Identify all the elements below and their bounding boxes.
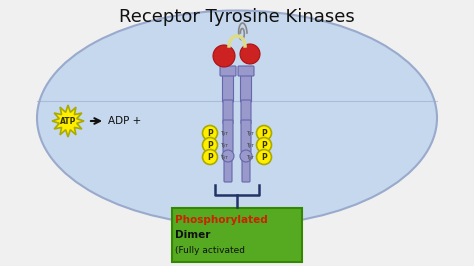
Text: P: P <box>261 152 267 161</box>
Circle shape <box>240 44 260 64</box>
Text: P: P <box>261 128 267 138</box>
Circle shape <box>202 149 218 164</box>
Text: Receptor Tyrosine Kinases: Receptor Tyrosine Kinases <box>119 8 355 26</box>
Text: Tyr: Tyr <box>220 131 228 135</box>
Circle shape <box>240 150 252 162</box>
FancyBboxPatch shape <box>172 208 302 262</box>
Text: Tyr: Tyr <box>246 143 254 148</box>
FancyBboxPatch shape <box>242 158 250 182</box>
Text: P: P <box>207 140 213 149</box>
FancyBboxPatch shape <box>238 66 254 76</box>
Text: Tyr: Tyr <box>220 155 228 160</box>
FancyBboxPatch shape <box>241 100 251 124</box>
Text: Phosphorylated: Phosphorylated <box>175 215 268 225</box>
Text: (Fully activated: (Fully activated <box>175 246 245 255</box>
FancyBboxPatch shape <box>222 72 234 102</box>
Circle shape <box>256 138 272 152</box>
Text: P: P <box>261 140 267 149</box>
Text: ADP +: ADP + <box>108 116 141 126</box>
FancyBboxPatch shape <box>223 120 233 152</box>
Circle shape <box>213 45 235 67</box>
Text: Dimer: Dimer <box>175 230 210 240</box>
Ellipse shape <box>37 10 437 226</box>
Text: Tyr: Tyr <box>246 155 254 160</box>
FancyBboxPatch shape <box>220 66 236 76</box>
FancyBboxPatch shape <box>224 158 232 182</box>
Circle shape <box>256 126 272 140</box>
FancyBboxPatch shape <box>240 72 252 102</box>
Circle shape <box>202 126 218 140</box>
Text: ATP: ATP <box>60 117 76 126</box>
Text: Tyr: Tyr <box>220 143 228 148</box>
Circle shape <box>202 138 218 152</box>
Text: Tyr: Tyr <box>246 131 254 135</box>
FancyBboxPatch shape <box>241 120 251 152</box>
Circle shape <box>256 149 272 164</box>
Text: P: P <box>207 152 213 161</box>
Circle shape <box>222 150 234 162</box>
Polygon shape <box>52 105 84 137</box>
FancyBboxPatch shape <box>223 100 233 124</box>
Text: P: P <box>207 128 213 138</box>
